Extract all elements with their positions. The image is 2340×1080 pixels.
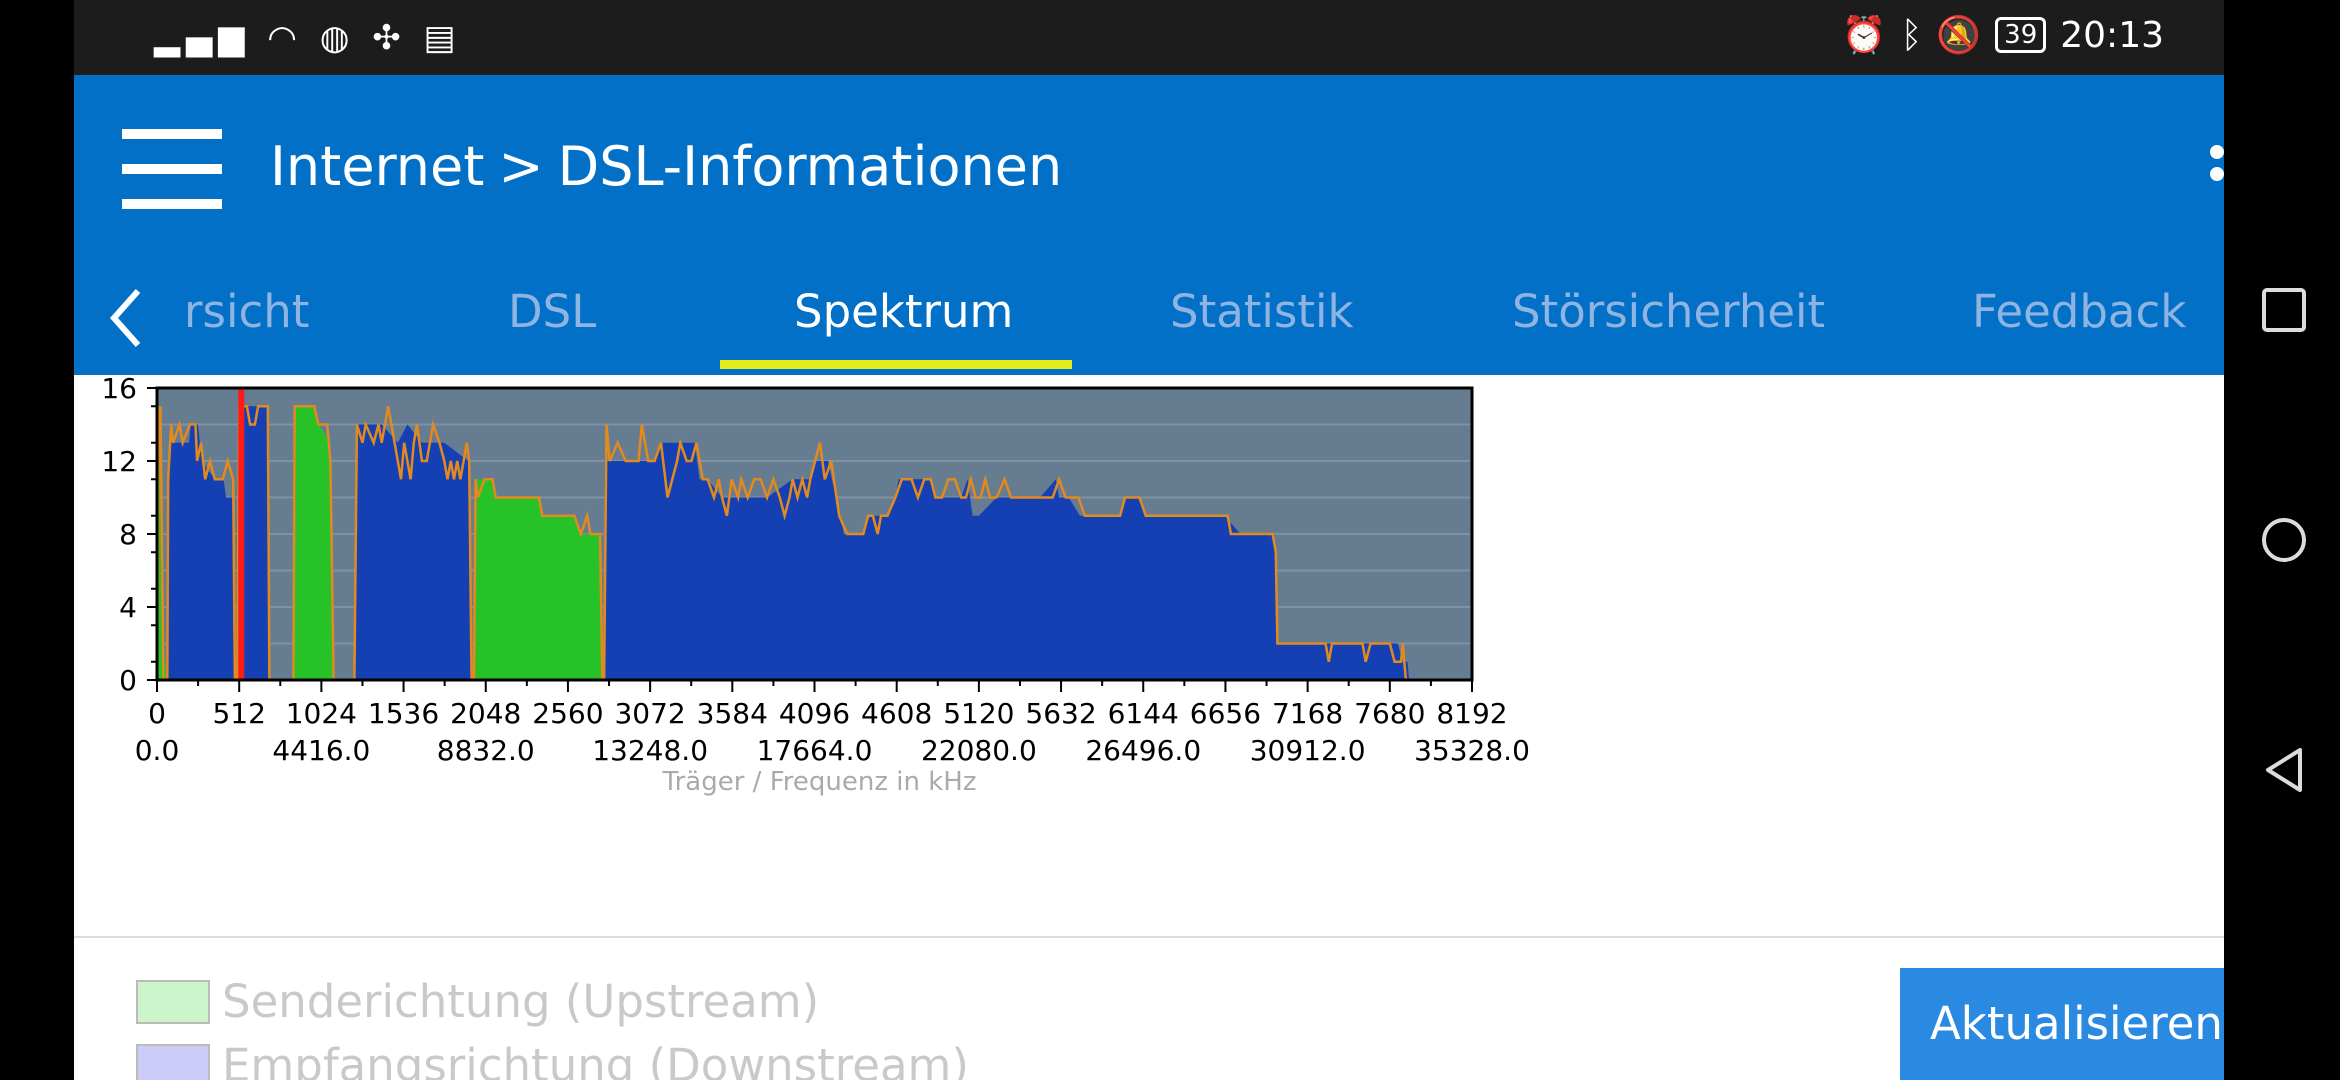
x-tick-label: 6144 bbox=[1108, 697, 1179, 730]
legend-upstream-label: Senderichtung (Upstream) bbox=[222, 975, 820, 1028]
tab-stoersicherheit[interactable]: Störsicherheit bbox=[1512, 285, 1826, 338]
overflow-menu-icon[interactable] bbox=[2210, 145, 2224, 205]
freq-tick-label: 30912.0 bbox=[1250, 734, 1366, 767]
legend-downstream-label: Empfangsrichtung (Downstream) bbox=[222, 1039, 969, 1080]
spectrum-chart-svg: 0 4 8 12 16 0 512 1024 1536 2048 2560 3072 3584 4096 4… bbox=[101, 375, 1530, 797]
x-tick-label: 4096 bbox=[779, 697, 850, 730]
breadcrumb-current: DSL-Informationen bbox=[557, 135, 1063, 198]
downstream-band bbox=[237, 406, 270, 680]
x-tick-label: 3072 bbox=[614, 697, 685, 730]
upstream-band bbox=[473, 479, 603, 680]
y-tick-label: 12 bbox=[101, 445, 137, 478]
status-icons-left: ▂▄▆ ◠ ◍ ✣ ▤ bbox=[154, 18, 462, 58]
status-bar: ▂▄▆ ◠ ◍ ✣ ▤ ⏰ ᛒ 🔕 39 20:13 bbox=[74, 0, 2224, 75]
x-tick-label: 8192 bbox=[1436, 697, 1507, 730]
x-tick-label: 2048 bbox=[450, 697, 521, 730]
vpn-icon: ◍ bbox=[319, 18, 356, 58]
refresh-button[interactable]: Aktualisieren bbox=[1900, 968, 2224, 1080]
upstream-band bbox=[157, 406, 168, 680]
signal-icon: ▂▄▆ bbox=[154, 18, 251, 58]
x-tick-label: 4608 bbox=[861, 697, 932, 730]
active-tab-indicator bbox=[720, 360, 1072, 369]
breadcrumb-parent[interactable]: Internet bbox=[270, 135, 485, 198]
x-tick-label: 7680 bbox=[1354, 697, 1425, 730]
tab-dsl[interactable]: DSL bbox=[508, 285, 597, 338]
x-axis-label: Träger / Frequenz in kHz bbox=[662, 767, 977, 797]
tab-bar: rsicht DSL Spektrum Statistik Störsicher… bbox=[74, 275, 2224, 375]
downstream-band bbox=[168, 424, 234, 680]
y-tick-label: 16 bbox=[101, 375, 137, 405]
chevron-left-icon[interactable] bbox=[108, 283, 148, 353]
max-bitloading-line bbox=[155, 405, 1410, 682]
x-tick-label: 1024 bbox=[286, 697, 357, 730]
downstream-band bbox=[603, 442, 1410, 680]
bluetooth-icon: ᛒ bbox=[1900, 14, 1923, 56]
x-tick-label: 0 bbox=[148, 697, 166, 730]
app-bar: Internet > DSL-Informationen rsicht DSL Sp… bbox=[74, 75, 2224, 375]
wifi-icon: ◠ bbox=[267, 18, 303, 58]
legend-upstream-swatch bbox=[136, 980, 210, 1024]
freq-tick-label: 0.0 bbox=[135, 734, 180, 767]
spectrum-chart: 0 4 8 12 16 0 512 1024 1536 2048 2560 3072 3584 4096 4… bbox=[74, 375, 2224, 935]
alarm-icon: ⏰ bbox=[1841, 15, 1887, 56]
downstream-band bbox=[354, 424, 472, 680]
x-tick-label: 3584 bbox=[697, 697, 768, 730]
mute-icon: 🔕 bbox=[1936, 15, 1982, 56]
freq-tick-label: 17664.0 bbox=[757, 734, 873, 767]
freq-tick-label: 22080.0 bbox=[921, 734, 1037, 767]
y-tick-label: 4 bbox=[119, 591, 137, 624]
x-tick-label: 5120 bbox=[943, 697, 1014, 730]
x-tick-label: 2560 bbox=[532, 697, 603, 730]
x-tick-label: 6656 bbox=[1190, 697, 1261, 730]
legend-downstream-swatch bbox=[136, 1044, 210, 1080]
x-tick-label: 7168 bbox=[1272, 697, 1343, 730]
tab-statistik[interactable]: Statistik bbox=[1170, 285, 1354, 338]
breadcrumb-separator: > bbox=[498, 135, 544, 198]
clock: 20:13 bbox=[2060, 14, 2164, 56]
x-tick-label: 5632 bbox=[1025, 697, 1096, 730]
divider bbox=[74, 936, 2224, 938]
calendar-icon: ▤ bbox=[423, 18, 462, 58]
freq-tick-label: 4416.0 bbox=[272, 734, 370, 767]
fan-icon: ✣ bbox=[372, 18, 407, 58]
y-tick-label: 8 bbox=[119, 518, 137, 551]
breadcrumb: Internet > DSL-Informationen bbox=[270, 135, 1062, 198]
system-nav-bar bbox=[2224, 0, 2340, 1080]
x-tick-label: 1536 bbox=[368, 697, 439, 730]
back-icon[interactable] bbox=[2260, 746, 2308, 794]
hamburger-menu-icon[interactable] bbox=[122, 129, 222, 209]
y-tick-label: 0 bbox=[119, 664, 137, 697]
home-icon[interactable] bbox=[2260, 516, 2308, 564]
tab-overview[interactable]: rsicht bbox=[184, 285, 310, 338]
freq-tick-label: 35328.0 bbox=[1414, 734, 1530, 767]
tab-feedback[interactable]: Feedback bbox=[1972, 285, 2187, 338]
x-tick-label: 512 bbox=[212, 697, 265, 730]
freq-tick-label: 26496.0 bbox=[1085, 734, 1201, 767]
battery-indicator: 39 bbox=[1995, 17, 2047, 53]
freq-tick-label: 13248.0 bbox=[592, 734, 708, 767]
status-icons-right: ⏰ ᛒ 🔕 39 20:13 bbox=[1841, 14, 2164, 57]
app-window: Internet > DSL-Informationen rsicht DSL Sp… bbox=[74, 75, 2224, 1080]
freq-tick-label: 8832.0 bbox=[437, 734, 535, 767]
upstream-band bbox=[293, 406, 333, 680]
tab-spektrum[interactable]: Spektrum bbox=[794, 285, 1014, 338]
recent-apps-icon[interactable] bbox=[2260, 286, 2308, 334]
